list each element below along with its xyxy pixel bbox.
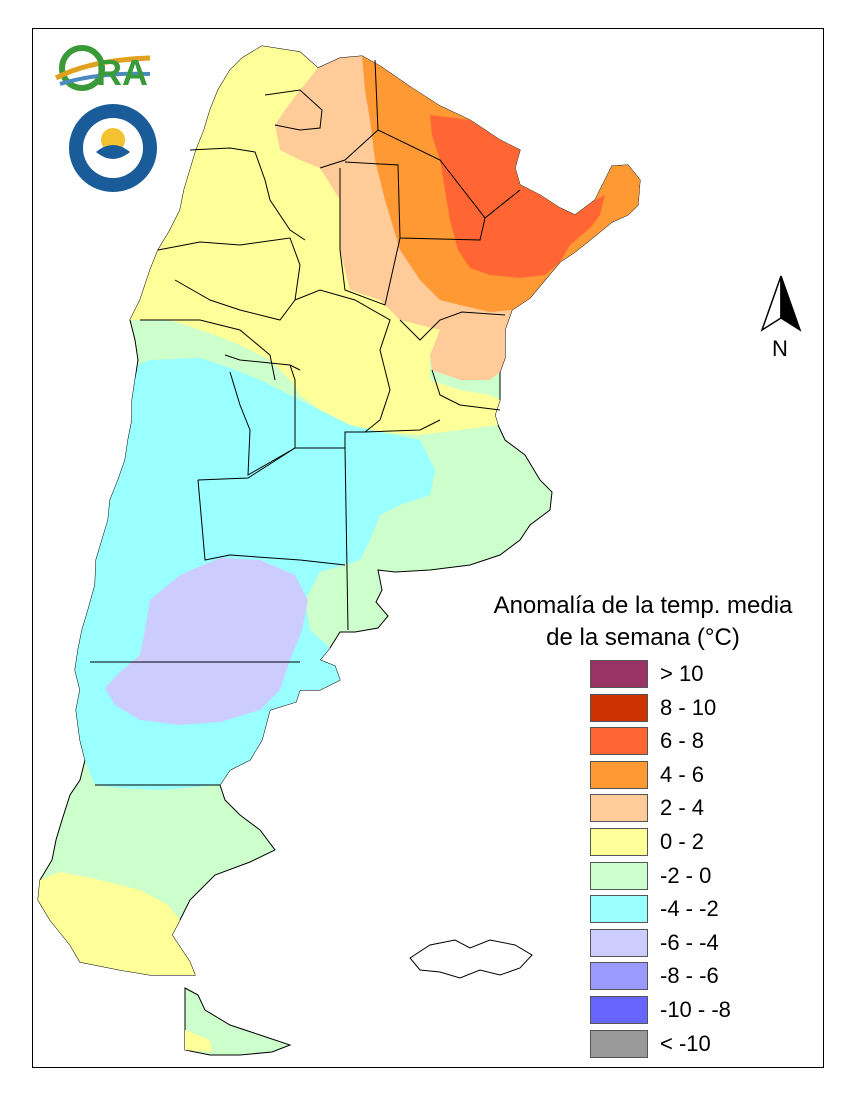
legend-item: -6 - -4 (590, 928, 790, 957)
legend-swatch (590, 727, 648, 756)
legend-swatch (590, 1029, 648, 1058)
legend-label: 4 - 6 (660, 761, 705, 787)
legend-label: -2 - 0 (660, 862, 712, 888)
ora-logo: RA (54, 45, 151, 93)
legend-swatch (590, 962, 648, 991)
map-legend: Anomalía de la temp. media de la semana … (468, 590, 818, 1058)
legend-label: -6 - -4 (660, 929, 719, 955)
legend-swatch (590, 895, 648, 924)
tierra-del-fuego-yellow (185, 1030, 212, 1052)
legend-label: 8 - 10 (660, 694, 717, 720)
legend-item: -10 - -8 (590, 996, 790, 1024)
svg-text:RA: RA (96, 52, 148, 93)
legend-title-line2: de la semana (°C) (546, 624, 740, 651)
legend-label: > 10 (660, 661, 704, 686)
legend-swatch (590, 928, 648, 957)
legend-item: 6 - 8 (590, 727, 790, 756)
malvinas-islands (409, 939, 533, 979)
legend-label: 0 - 2 (660, 829, 705, 854)
legend-title: Anomalía de la temp. media de la semana … (468, 590, 818, 654)
north-arrow-icon (760, 275, 802, 332)
legend-item: 8 - 10 (590, 693, 790, 722)
zone-0-2-south (38, 872, 195, 975)
legend-label: -10 - -8 (660, 997, 731, 1022)
zone-6-8 (430, 115, 605, 278)
legend-swatch (590, 760, 648, 789)
legend-label: 2 - 4 (660, 795, 705, 821)
zone-neg6-neg4 (105, 558, 308, 725)
legend-swatch (590, 996, 648, 1024)
province-boundaries (90, 59, 521, 786)
tierra-del-fuego (184, 987, 292, 1056)
legend-item: > 10 (590, 660, 790, 688)
legend-swatch (590, 861, 648, 890)
legend-item: -2 - 0 (590, 861, 790, 890)
legend-swatch (590, 693, 648, 722)
legend-item: -8 - -6 (590, 962, 790, 991)
zone-0-2-north (130, 46, 500, 435)
legend-swatch (590, 828, 648, 856)
legend-title-line1: Anomalía de la temp. media (493, 592, 793, 619)
legend-item: -4 - -2 (590, 895, 790, 924)
legend-item: 4 - 6 (590, 760, 790, 789)
legend-label: < -10 (660, 1030, 711, 1056)
legend-label: 6 - 8 (660, 728, 705, 754)
smn-seal (69, 104, 157, 192)
north-label: N (772, 336, 788, 361)
map-frame (32, 28, 824, 1068)
legend-label: -8 - -6 (660, 963, 719, 989)
legend-swatch (590, 794, 648, 823)
legend-swatch (590, 660, 648, 688)
legend-item: 2 - 4 (590, 794, 790, 823)
legend-item: 0 - 2 (590, 828, 790, 856)
legend-item: < -10 (590, 1029, 790, 1058)
legend-label: -4 - -2 (660, 896, 719, 922)
